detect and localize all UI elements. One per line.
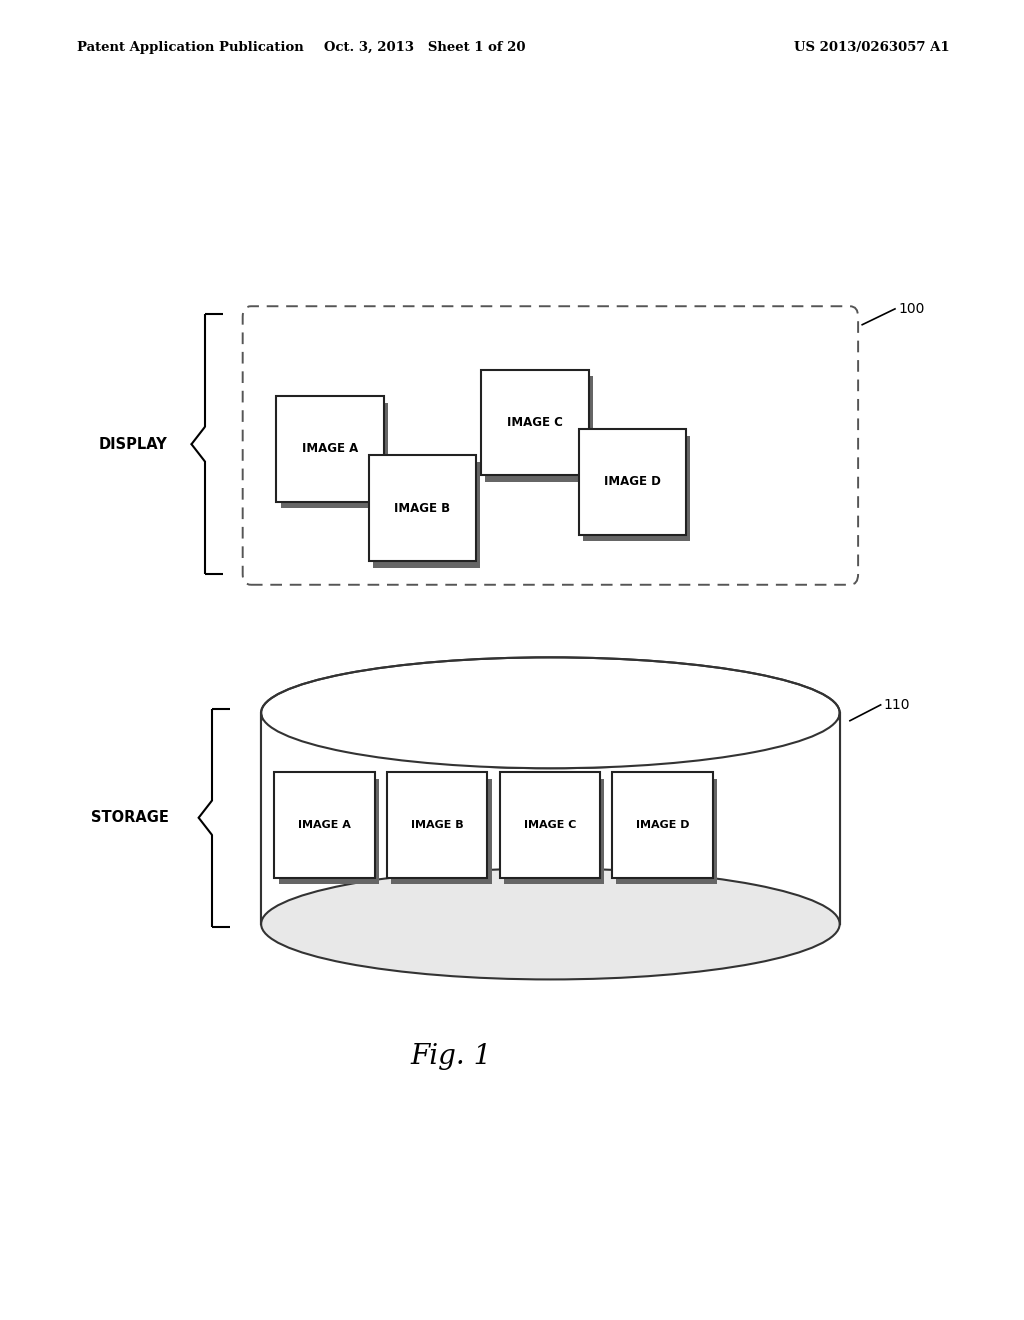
Bar [263,713,838,768]
Bar [279,779,379,884]
Text: 100: 100 [898,302,925,315]
Bar [504,779,604,884]
Text: IMAGE A: IMAGE A [298,820,351,830]
Bar [261,713,840,924]
Text: IMAGE D: IMAGE D [636,820,689,830]
Bar [387,772,487,878]
Ellipse shape [261,869,840,979]
Bar [276,396,384,502]
Bar [485,376,593,482]
Text: Oct. 3, 2013   Sheet 1 of 20: Oct. 3, 2013 Sheet 1 of 20 [325,41,525,54]
Text: IMAGE D: IMAGE D [604,475,660,488]
Bar [500,772,600,878]
Bar [391,779,492,884]
Text: US 2013/0263057 A1: US 2013/0263057 A1 [794,41,949,54]
Text: Patent Application Publication: Patent Application Publication [77,41,303,54]
Bar [481,370,589,475]
Bar [579,429,686,535]
Text: IMAGE A: IMAGE A [302,442,358,455]
Text: DISPLAY: DISPLAY [98,437,168,453]
Text: 110: 110 [884,698,910,711]
Bar [369,455,476,561]
Text: IMAGE C: IMAGE C [507,416,563,429]
Bar [612,772,713,878]
Bar [281,403,388,508]
Bar [274,772,375,878]
Text: STORAGE: STORAGE [91,809,169,825]
Ellipse shape [261,657,840,768]
Text: Fig. 1: Fig. 1 [410,1043,492,1069]
Text: IMAGE B: IMAGE B [394,502,451,515]
FancyBboxPatch shape [243,306,858,585]
Bar [373,462,480,568]
Text: IMAGE C: IMAGE C [523,820,577,830]
Bar [583,436,690,541]
Bar [616,779,717,884]
Text: IMAGE B: IMAGE B [411,820,464,830]
